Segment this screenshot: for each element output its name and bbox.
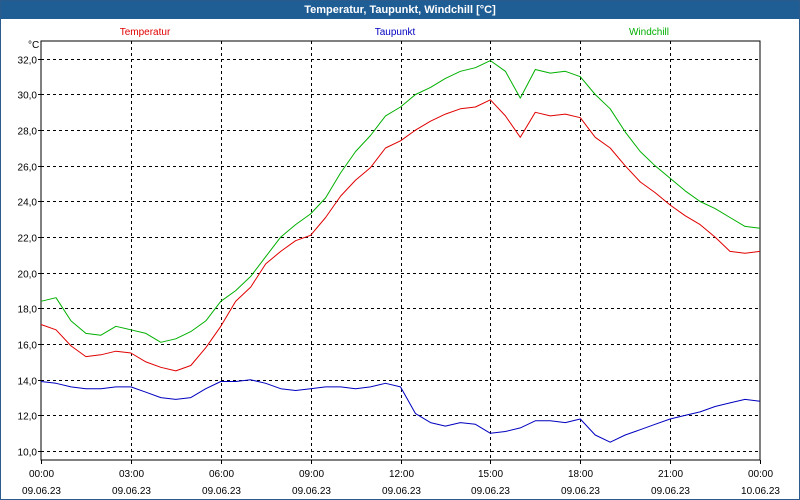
x-tick-date-label: 09.06.23 xyxy=(292,486,331,497)
x-tick-time-label: 00:00 xyxy=(29,469,54,480)
y-tick-label: 10,0 xyxy=(18,448,38,459)
x-tick-date-label: 09.06.23 xyxy=(471,486,510,497)
x-tick-time-label: 09:00 xyxy=(299,469,324,480)
x-tick-time-label: 12:00 xyxy=(389,469,414,480)
y-tick-label: 20,0 xyxy=(18,270,38,281)
x-tick-time-label: 18:00 xyxy=(568,469,593,480)
series-line-temperatur xyxy=(40,99,761,372)
y-tick-label: 12,0 xyxy=(18,412,38,423)
x-tick-time-label: 21:00 xyxy=(658,469,683,480)
x-tick-date-label: 09.06.23 xyxy=(561,486,600,497)
y-tick-label: 18,0 xyxy=(18,305,38,316)
x-tick-time-label: 00:00 xyxy=(748,469,773,480)
y-tick-label: 22,0 xyxy=(18,234,38,245)
y-tick-label: 24,0 xyxy=(18,198,38,209)
series-line-taupunkt xyxy=(40,379,761,443)
x-tick-date-label: 09.06.23 xyxy=(651,486,690,497)
y-tick-label: 14,0 xyxy=(18,377,38,388)
y-tick-label: 28,0 xyxy=(18,127,38,138)
series-line-windchill xyxy=(40,60,761,343)
x-tick-date-label: 10.06.23 xyxy=(741,486,780,497)
x-tick-date-label: 09.06.23 xyxy=(112,486,151,497)
legend-entry-taupunkt: Taupunkt xyxy=(375,27,416,38)
y-tick-label: 30,0 xyxy=(18,91,38,102)
x-tick-date-label: 09.06.23 xyxy=(202,486,241,497)
y-tick-label: 26,0 xyxy=(18,163,38,174)
legend-entry-temperatur: Temperatur xyxy=(120,27,171,38)
legend-entry-windchill: Windchill xyxy=(629,27,669,38)
plot-area xyxy=(40,40,761,461)
y-tick-label: 32,0 xyxy=(18,56,38,67)
x-tick-time-label: 06:00 xyxy=(209,469,234,480)
y-tick-label: 16,0 xyxy=(18,341,38,352)
x-tick-time-label: 03:00 xyxy=(119,469,144,480)
chart-title: Temperatur, Taupunkt, Windchill [°C] xyxy=(1,1,799,19)
x-tick-date-label: 09.06.23 xyxy=(382,486,421,497)
x-tick-date-label: 09.06.23 xyxy=(22,486,61,497)
x-tick-time-label: 15:00 xyxy=(478,469,503,480)
y-axis-label: °C xyxy=(28,40,39,51)
